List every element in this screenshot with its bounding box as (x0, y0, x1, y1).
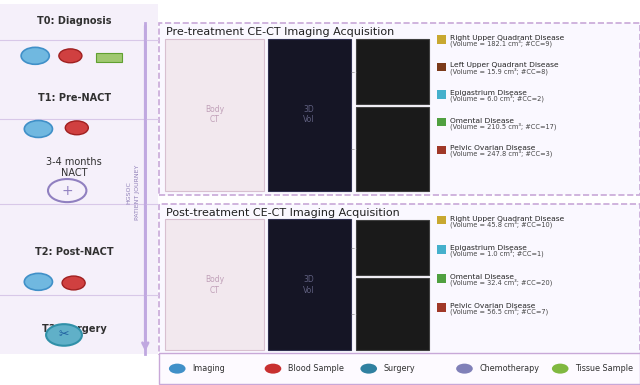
Text: T0: Diagnosis: T0: Diagnosis (37, 16, 111, 26)
Text: Right Upper Quadrant Disease: Right Upper Quadrant Disease (450, 216, 564, 222)
Text: +: + (61, 184, 73, 198)
Text: Pelvic Ovarian Disease: Pelvic Ovarian Disease (450, 145, 535, 151)
Circle shape (59, 49, 82, 63)
Text: Left Upper Quadrant Disease: Left Upper Quadrant Disease (450, 62, 559, 69)
FancyBboxPatch shape (159, 353, 640, 384)
Text: 3D
Vol: 3D Vol (303, 275, 315, 295)
Text: PATIENT JOURNEY: PATIENT JOURNEY (135, 165, 140, 220)
Text: (Volume = 210.5 cm³; #CC=17): (Volume = 210.5 cm³; #CC=17) (450, 122, 556, 130)
Circle shape (456, 363, 473, 373)
Text: Omental Disease: Omental Disease (450, 274, 514, 280)
Bar (165, 38, 264, 191)
Text: Tissue Sample: Tissue Sample (575, 364, 633, 373)
Text: Body
CT: Body CT (205, 105, 224, 124)
Text: Imaging: Imaging (192, 364, 225, 373)
Bar (437, 274, 446, 283)
Text: (Volume = 32.4 cm³; #CC=20): (Volume = 32.4 cm³; #CC=20) (450, 278, 552, 286)
Bar (437, 35, 446, 44)
Text: (Volume = 15.9 cm³; #CC=8): (Volume = 15.9 cm³; #CC=8) (450, 67, 548, 75)
Text: Blood Sample: Blood Sample (288, 364, 344, 373)
Bar (356, 107, 429, 191)
Bar (437, 303, 446, 312)
Bar (96, 53, 122, 62)
Text: Right Upper Quadrant Disease: Right Upper Quadrant Disease (450, 35, 564, 41)
Bar (437, 118, 446, 126)
Text: T3: Surgery: T3: Surgery (42, 324, 107, 334)
Text: Post-treatment CE-CT Imaging Acquisition: Post-treatment CE-CT Imaging Acquisition (166, 208, 400, 218)
Bar (165, 219, 264, 350)
Text: (Volume = 45.8 cm³; #CC=10): (Volume = 45.8 cm³; #CC=10) (450, 220, 552, 228)
Text: Pelvic Ovarian Disease: Pelvic Ovarian Disease (450, 303, 535, 309)
Text: 3D
Vol: 3D Vol (303, 105, 315, 124)
Text: ✂: ✂ (59, 328, 69, 341)
Bar (437, 63, 446, 71)
FancyBboxPatch shape (159, 23, 640, 195)
Bar (356, 220, 429, 275)
Text: (Volume = 56.5 cm³; #CC=7): (Volume = 56.5 cm³; #CC=7) (450, 308, 548, 315)
Text: (Volume = 247.8 cm³; #CC=3): (Volume = 247.8 cm³; #CC=3) (450, 150, 552, 157)
Bar (437, 146, 446, 154)
Text: 3-4 months
NACT: 3-4 months NACT (47, 157, 102, 178)
Circle shape (24, 121, 52, 137)
Bar (437, 90, 446, 99)
Text: Surgery: Surgery (383, 364, 415, 373)
FancyBboxPatch shape (159, 204, 640, 355)
Text: Chemotherapy: Chemotherapy (479, 364, 539, 373)
Bar (268, 38, 351, 191)
Circle shape (62, 276, 85, 290)
Text: (Volume = 6.0 cm³; #CC=2): (Volume = 6.0 cm³; #CC=2) (450, 95, 544, 102)
Bar (268, 219, 351, 350)
Bar (356, 39, 429, 104)
Text: Pre-treatment CE-CT Imaging Acquisition: Pre-treatment CE-CT Imaging Acquisition (166, 27, 395, 37)
Circle shape (21, 47, 49, 64)
Bar (0, 4, 158, 354)
Bar (437, 216, 446, 224)
Text: (Volume = 182.1 cm³; #CC=9): (Volume = 182.1 cm³; #CC=9) (450, 39, 552, 47)
Circle shape (46, 324, 82, 346)
Circle shape (265, 363, 282, 373)
Text: Omental Disease: Omental Disease (450, 118, 514, 124)
Circle shape (360, 363, 377, 373)
Text: Epigastrium Disease: Epigastrium Disease (450, 90, 527, 96)
Text: (Volume = 1.0 cm³; #CC=1): (Volume = 1.0 cm³; #CC=1) (450, 249, 543, 257)
Text: Body
CT: Body CT (205, 275, 224, 295)
Circle shape (552, 363, 568, 373)
Bar (356, 278, 429, 350)
Circle shape (169, 363, 186, 373)
Circle shape (24, 273, 52, 290)
Circle shape (65, 121, 88, 135)
Text: HGSOC: HGSOC (127, 181, 132, 204)
Bar (437, 245, 446, 254)
Text: Epigastrium Disease: Epigastrium Disease (450, 245, 527, 251)
Text: T1: Pre-NACT: T1: Pre-NACT (38, 93, 111, 103)
Text: T2: Post-NACT: T2: Post-NACT (35, 247, 114, 257)
